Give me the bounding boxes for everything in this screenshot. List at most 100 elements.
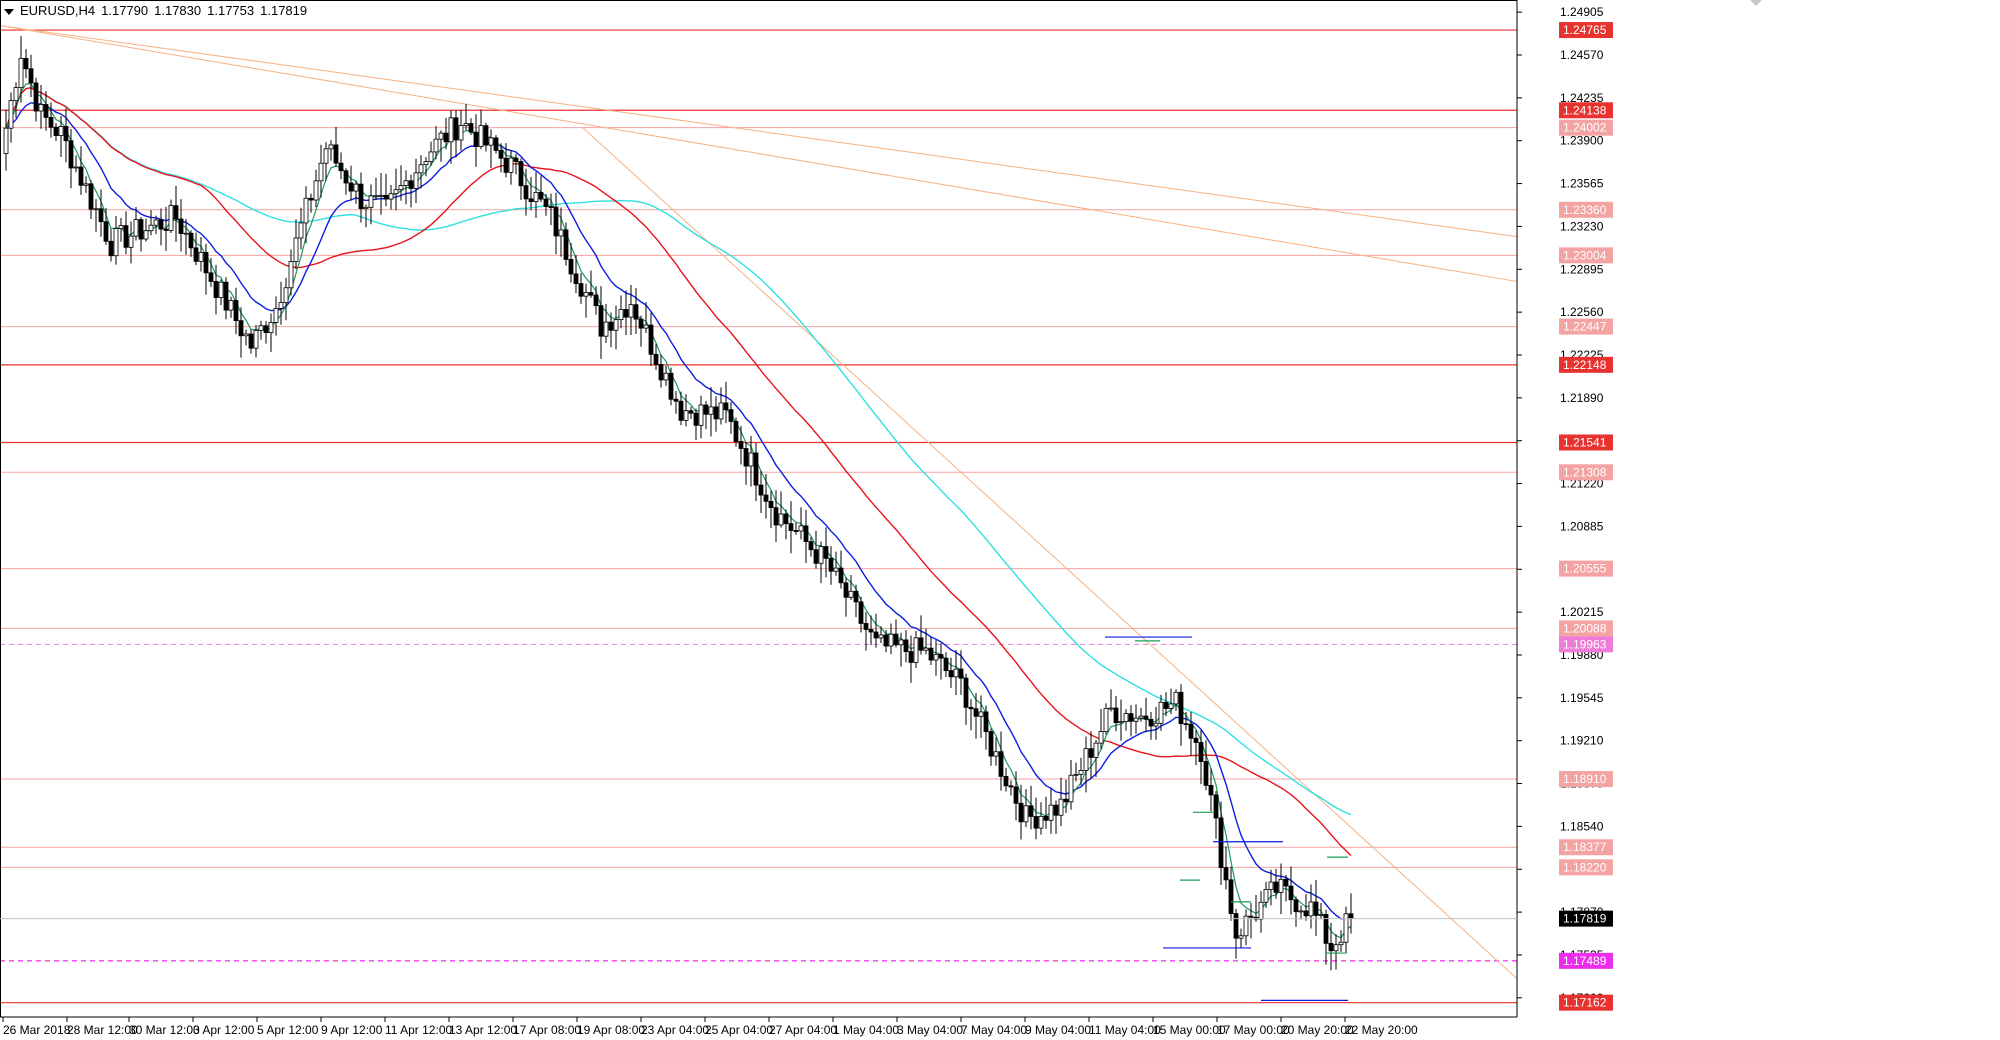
candle-body [748,452,754,467]
moving-averages [5,83,1352,939]
candle-body [78,166,84,186]
candle-body [798,525,804,532]
candle-body [503,157,509,173]
level-label: 1.22148 [1563,358,1607,372]
candle-body [1258,901,1264,920]
candle-body [93,208,99,211]
candle-body [833,567,839,572]
x-tick-label: 26 Mar 2018 [3,1023,71,1037]
candle-body [1313,901,1319,916]
candle-body [613,319,619,331]
x-tick-label: 28 Mar 12:00 [67,1023,138,1037]
chevron-down-icon[interactable] [4,8,14,15]
candle-body [83,183,89,186]
candle-body [778,513,784,526]
shift-marker-icon [1750,0,1762,6]
candle-body [1103,708,1109,732]
candle-body [1088,748,1094,758]
candle-body [313,180,319,201]
candle-body [803,525,809,543]
candle-body [1023,805,1029,823]
candle-body [1303,910,1309,917]
open-value: 1.17790 [101,3,149,18]
ma-fast-line [5,83,1352,939]
level-label: 1.18220 [1563,860,1607,874]
candle-body [88,183,94,210]
candle-body [8,100,14,129]
candle-body [1348,913,1354,920]
candle-body [623,309,629,318]
close-value: 1.17819 [260,3,308,18]
candle-body [998,751,1004,777]
x-tick-label: 3 Apr 12:00 [193,1023,255,1037]
candle-body [858,601,864,624]
candle-body [1233,913,1239,939]
candle-body [1013,786,1019,804]
candle-body [103,221,109,242]
candle-body [1183,723,1189,726]
candle-body [43,104,49,118]
candle-body [853,590,859,603]
x-tick-label: 11 May 04:00 [1089,1023,1161,1037]
candle-body [948,670,954,678]
candle-body [878,634,884,639]
candle-body [1008,785,1014,788]
candle-body [963,677,969,708]
candle-body [1343,913,1349,943]
candle-body [258,325,264,331]
y-tick-label: 1.19545 [1560,691,1604,705]
candle-body [898,639,904,646]
level-label: 1.20088 [1563,621,1607,635]
candle-body [573,273,579,285]
candle-body [1158,701,1164,724]
level-label-box [1559,994,1613,1011]
candle-body [338,162,344,172]
candle-body [1223,867,1229,881]
candle-body [648,324,654,355]
candle-body [1083,748,1089,771]
candle-body [143,230,149,240]
x-tick-label: 3 May 04:00 [897,1023,963,1037]
candle-body [218,281,224,298]
candle-body [598,305,604,337]
candle-body [1043,815,1049,821]
candle-body [1178,691,1184,725]
candle-body [703,404,709,415]
candle-body [118,225,124,229]
candle-body [333,144,339,164]
candle-body [1058,798,1064,816]
candle-body [1308,901,1314,917]
candle-body [243,333,249,337]
candle-body [1333,944,1339,952]
candle-body [653,353,659,365]
candle-body [568,259,574,275]
candle-body [68,140,74,169]
candle-body [768,500,774,509]
candle-body [1283,878,1289,887]
candle-body [1208,784,1214,796]
candle-body [58,126,64,136]
candle-body [1273,881,1279,893]
candle-body [933,654,939,661]
candle-body [668,372,674,400]
candle-body [713,406,719,420]
candle-body [983,711,989,732]
y-tick-label: 1.23565 [1560,177,1604,191]
high-value: 1.17830 [154,3,202,18]
y-tick-label: 1.19210 [1560,734,1604,748]
candle-body [238,320,244,337]
candle-body [398,185,404,191]
x-tick-label: 17 Apr 08:00 [513,1023,581,1037]
x-tick-label: 22 May 20:00 [1345,1023,1418,1037]
candle-body [698,404,704,426]
candle-body [728,409,734,422]
candle-body [388,193,394,200]
level-label: 1.18377 [1563,840,1607,854]
candle-body [1098,731,1104,744]
candle-body [13,87,19,102]
candle-body [738,441,744,449]
candle-body [1298,910,1304,913]
symbol-label: EURUSD,H4 [20,3,96,18]
candle-body [588,292,594,296]
